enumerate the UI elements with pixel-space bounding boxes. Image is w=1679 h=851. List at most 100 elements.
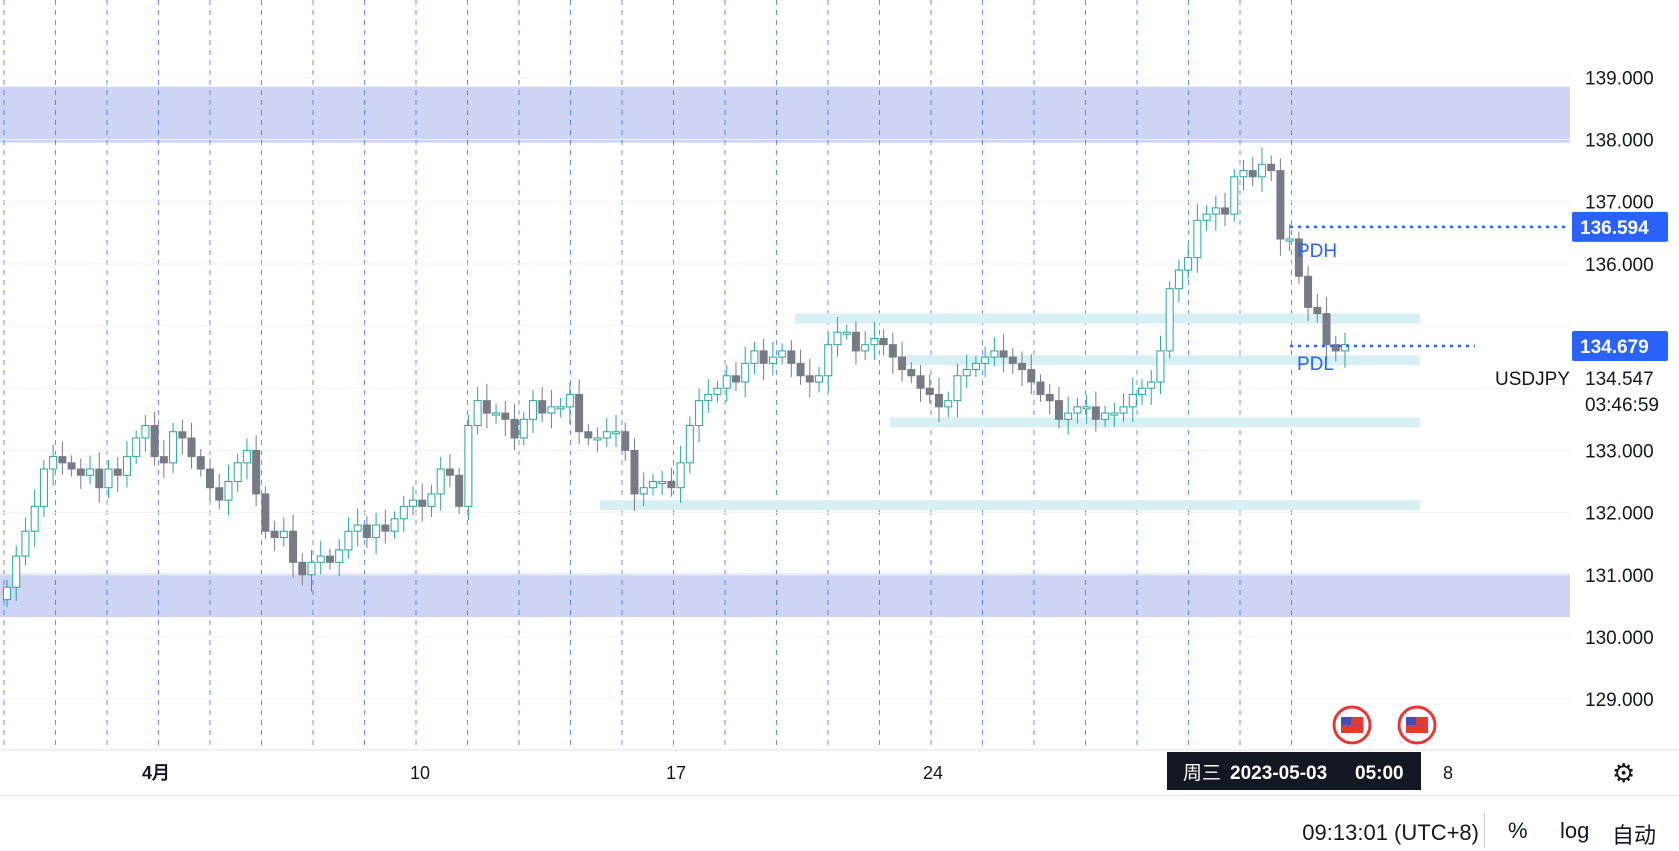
candle-body: [482, 400, 491, 414]
candle-body: [713, 387, 722, 395]
candle-body: [1073, 406, 1082, 414]
candle-body: [768, 356, 777, 364]
candle-body: [990, 350, 999, 358]
candle: [39, 460, 48, 517]
candle-body: [621, 431, 630, 451]
current-price-tag: [1572, 330, 1668, 361]
candle-body: [1119, 406, 1128, 414]
candle-body: [547, 406, 556, 414]
price-chart[interactable]: PDH PDL 139.000 138.000 137.000 136.000 133.0…: [0, 0, 1679, 795]
level-band: [600, 500, 1420, 511]
candle: [888, 332, 897, 374]
price-tick-label: 130.000: [1585, 628, 1654, 649]
candle-body: [870, 337, 879, 346]
candle-body: [695, 400, 704, 427]
candle: [206, 458, 215, 502]
log-scale-button[interactable]: log: [1560, 818, 1590, 843]
candle: [861, 331, 870, 360]
candle-body: [907, 369, 916, 377]
candle-body: [741, 362, 750, 383]
candle: [1331, 335, 1340, 362]
candle: [1341, 332, 1349, 368]
candle: [741, 346, 750, 398]
candle-body: [1110, 412, 1119, 416]
candle-body: [722, 375, 731, 389]
candle: [990, 337, 999, 367]
candle-body: [464, 425, 473, 507]
candle: [473, 386, 482, 435]
crosshair-time: 05:00: [1355, 763, 1404, 784]
candle-body: [565, 393, 574, 408]
candle-body: [344, 530, 353, 551]
percent-scale-button[interactable]: %: [1508, 818, 1528, 843]
candle-body: [575, 393, 584, 433]
time-tick-label: 17: [666, 763, 686, 783]
candle-body: [399, 505, 408, 520]
candle: [104, 460, 113, 499]
candle-body: [1248, 170, 1257, 178]
candle-body: [1018, 362, 1027, 371]
candle-body: [851, 331, 860, 352]
candle-body: [473, 400, 482, 427]
candle-body: [805, 375, 814, 383]
candle: [851, 321, 860, 365]
demand-zone: [0, 573, 1570, 618]
candle-body: [1174, 269, 1183, 290]
candle: [159, 439, 168, 479]
candle: [602, 418, 611, 447]
candle-body: [510, 418, 519, 439]
candle: [307, 550, 316, 592]
candle-body: [519, 418, 528, 439]
candle-body: [390, 518, 399, 532]
levels-layer: [600, 313, 1420, 511]
auto-scale-button[interactable]: 自动: [1612, 823, 1657, 848]
candle: [750, 341, 759, 374]
candle: [870, 321, 879, 360]
candle-body: [962, 369, 971, 377]
candle-body: [1276, 170, 1285, 240]
candle-body: [1221, 207, 1230, 215]
candle-body: [1184, 257, 1193, 271]
us-flag-icon: [1332, 705, 1372, 745]
candle: [58, 441, 67, 475]
candle: [252, 435, 261, 507]
candle: [1119, 393, 1128, 423]
candle-body: [445, 468, 454, 476]
candle: [1054, 386, 1063, 429]
settings-gear-icon[interactable]: ⚙: [1612, 758, 1636, 788]
candle-body: [934, 393, 943, 408]
supply-zone: [0, 86, 1570, 143]
candle: [464, 414, 473, 521]
candle: [316, 540, 325, 575]
candle-body: [224, 480, 233, 501]
candle: [962, 354, 971, 388]
candle-body: [1101, 412, 1110, 420]
candle-body: [196, 456, 205, 470]
candle: [1267, 155, 1276, 182]
pdh-label: PDH: [1297, 241, 1337, 262]
candle: [122, 441, 131, 488]
candle-body: [750, 350, 759, 364]
candle: [482, 383, 491, 429]
candle-body: [492, 412, 501, 416]
crosshair-time-box: [1167, 752, 1421, 790]
candle: [1313, 293, 1322, 323]
candle: [344, 517, 353, 559]
candle: [547, 390, 556, 429]
candle-body: [372, 524, 381, 538]
candle: [824, 332, 833, 393]
candle: [1110, 402, 1119, 427]
candle: [676, 446, 685, 503]
level-band: [890, 417, 1420, 428]
price-tick-label: 129.000: [1585, 690, 1654, 711]
candle-body: [381, 524, 390, 532]
candle: [436, 456, 445, 511]
candle: [1128, 377, 1137, 423]
candle-body: [455, 474, 464, 507]
candle: [612, 414, 621, 447]
candle: [261, 486, 270, 539]
candle-body: [658, 480, 667, 484]
clock-label[interactable]: 09:13:01 (UTC+8): [1302, 820, 1479, 845]
candle: [971, 355, 980, 378]
candle-body: [233, 462, 242, 482]
